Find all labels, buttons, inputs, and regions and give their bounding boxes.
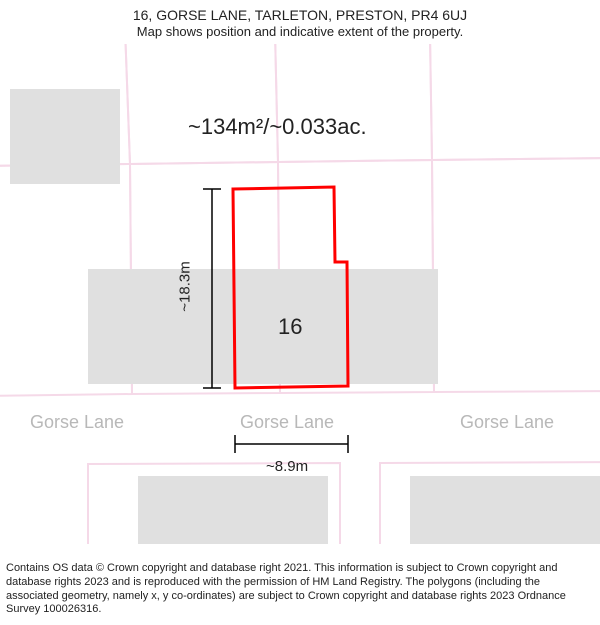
parcel-boundary (432, 158, 600, 392)
building-footprint (138, 476, 328, 544)
map-area: ~134m²/~0.033ac. 16 ~18.3m ~8.9m Gorse L… (0, 44, 600, 544)
page-container: 16, GORSE LANE, TARLETON, PRESTON, PR4 6… (0, 0, 600, 625)
building-footprint (410, 476, 600, 544)
width-dimension-label: ~8.9m (266, 458, 308, 475)
house-number-label: 16 (278, 314, 302, 340)
header: 16, GORSE LANE, TARLETON, PRESTON, PR4 6… (0, 0, 600, 41)
page-subtitle: Map shows position and indicative extent… (0, 24, 600, 41)
parcel-boundary (125, 44, 278, 164)
height-dimension-label: ~18.3m (177, 261, 194, 311)
road-label: Gorse Lane (240, 412, 334, 433)
building-footprint (88, 269, 438, 384)
road-label: Gorse Lane (460, 412, 554, 433)
road-label: Gorse Lane (30, 412, 124, 433)
parcel-boundary (430, 44, 600, 160)
footer-attribution: Contains OS data © Crown copyright and d… (0, 558, 600, 625)
page-title: 16, GORSE LANE, TARLETON, PRESTON, PR4 6… (0, 6, 600, 24)
building-footprint (10, 89, 120, 184)
parcel-boundary (275, 44, 432, 162)
area-label: ~134m²/~0.033ac. (188, 114, 367, 140)
